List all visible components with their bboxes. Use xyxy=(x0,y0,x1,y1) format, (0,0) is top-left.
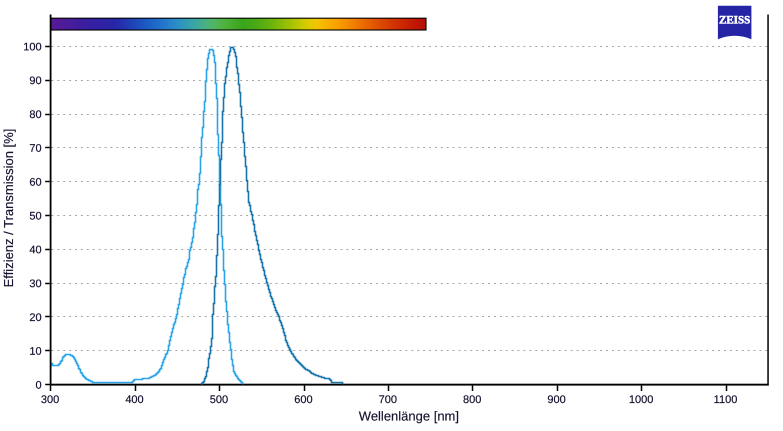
svg-text:300: 300 xyxy=(41,394,59,406)
svg-text:80: 80 xyxy=(29,109,41,121)
svg-text:1100: 1100 xyxy=(714,394,738,406)
svg-text:50: 50 xyxy=(29,210,41,222)
svg-text:400: 400 xyxy=(125,394,143,406)
svg-text:700: 700 xyxy=(379,394,397,406)
svg-text:100: 100 xyxy=(23,41,41,53)
svg-text:0: 0 xyxy=(35,380,41,392)
svg-text:70: 70 xyxy=(29,143,41,155)
svg-text:90: 90 xyxy=(29,75,41,87)
svg-text:900: 900 xyxy=(547,394,565,406)
svg-text:10: 10 xyxy=(29,346,41,358)
svg-text:30: 30 xyxy=(29,278,41,290)
svg-text:Effizienz / Transmission [%]: Effizienz / Transmission [%] xyxy=(1,129,16,288)
svg-text:1000: 1000 xyxy=(629,394,653,406)
svg-text:20: 20 xyxy=(29,312,41,324)
svg-text:500: 500 xyxy=(210,394,228,406)
svg-text:ZEISS: ZEISS xyxy=(719,14,750,26)
svg-text:60: 60 xyxy=(29,177,41,189)
svg-text:600: 600 xyxy=(294,394,312,406)
svg-text:Wellenlänge [nm]: Wellenlänge [nm] xyxy=(359,408,459,423)
svg-text:40: 40 xyxy=(29,244,41,256)
svg-text:800: 800 xyxy=(463,394,481,406)
